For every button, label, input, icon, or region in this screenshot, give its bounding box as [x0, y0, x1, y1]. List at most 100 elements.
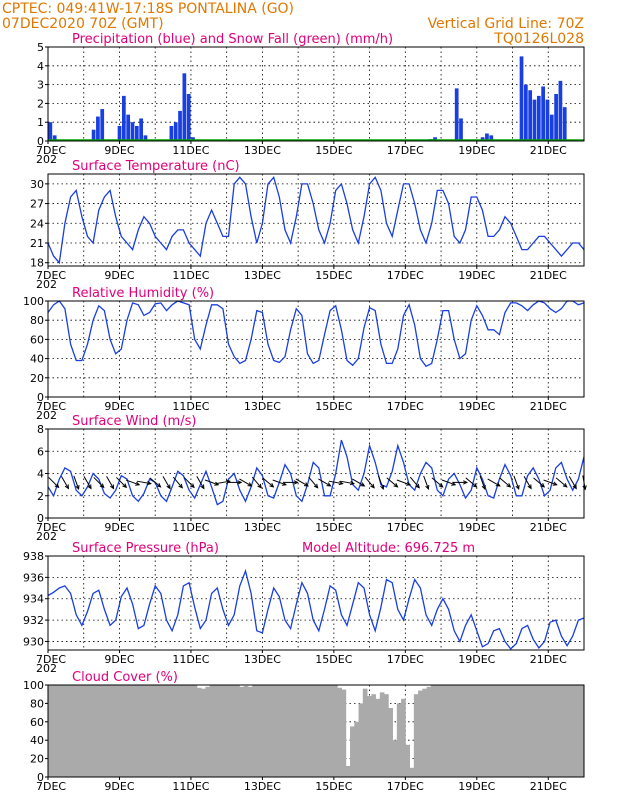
cloud-cover-bar — [426, 686, 432, 777]
wind-arrow — [318, 478, 332, 487]
cloud-cover-bar — [256, 685, 262, 777]
cloud-cover-bar — [447, 685, 453, 777]
temperature-series-line — [47, 175, 585, 265]
wind-arrow — [204, 479, 220, 486]
cloud-cover-bar — [52, 685, 57, 777]
header-station: CPTEC: 049:41W-17:18S PONTALINA (GO) — [2, 1, 294, 17]
cloud-cover-bar — [405, 744, 410, 777]
cloud-cover-bar — [375, 698, 381, 777]
cloud-cover-bar — [277, 685, 283, 777]
cloud-cover-bar — [201, 688, 206, 777]
y-tick-label: 4 — [37, 60, 44, 73]
cloud-cover-bar — [124, 685, 130, 777]
x-tick-year-clipped: 202 — [36, 662, 57, 675]
x-tick-label: 13DEC — [244, 780, 281, 793]
precipitation-bar — [554, 94, 558, 141]
cloud-cover-bar — [418, 690, 423, 777]
wind-arrow — [386, 477, 399, 488]
x-tick-label: 11DEC — [172, 144, 209, 157]
cloud-cover-bar — [226, 685, 232, 777]
cloud-cover-bar — [48, 685, 53, 777]
y-tick-label: 18 — [30, 257, 44, 270]
x-tick-label: 21DEC — [530, 780, 567, 793]
x-tick-label: 15DEC — [315, 269, 352, 282]
cloud-cover-bar — [507, 685, 513, 777]
cloud-cover-bar — [192, 685, 198, 777]
x-tick-label: 19DEC — [458, 653, 495, 666]
cloud-cover-bar — [107, 685, 113, 777]
cloud-cover-bar — [94, 685, 100, 777]
cloud-cover-bar — [337, 687, 342, 777]
cloud-cover-bar — [435, 685, 440, 777]
x-tick-year-clipped: 202 — [36, 153, 57, 166]
x-tick-label: 7DEC — [36, 780, 66, 793]
plot-frame — [47, 300, 585, 398]
precipitation-bar — [178, 110, 182, 141]
precipitation-panel: 0 1 2 3 4 5 7DEC 9DEC 11DEC 13DEC 15DEC 17DEC 19DEC 2… — [36, 32, 585, 166]
cloud-cover-bar — [464, 685, 470, 777]
wind-arrow — [172, 476, 184, 489]
wind-arrow — [283, 480, 299, 485]
cloud-cover-bar — [345, 765, 351, 777]
x-tick-label: 15DEC — [315, 521, 352, 534]
cloud-cover-bar — [269, 685, 274, 777]
cloud-cover-bar — [566, 685, 572, 777]
humidity-panel: 0 20 40 60 80 100 7DEC 9DEC 11DEC 13DEC 15DEC 17DEC… — [23, 286, 585, 422]
temperature-panel: 18 21 24 27 30 7DEC 9DEC 11DEC 13DEC 15DEC 17DEC 19… — [30, 159, 585, 291]
y-tick-label: 24 — [30, 217, 44, 230]
cloud-cover-bar — [439, 685, 445, 777]
x-tick-label: 13DEC — [244, 269, 281, 282]
cloud-cover-title: Cloud Cover (%) — [72, 670, 178, 685]
x-tick-label: 11DEC — [172, 521, 209, 534]
cloud-cover-panel: 0 20 40 60 80 100 7DEC 9DEC 11DEC 13DEC 15DEC 17DEC… — [23, 670, 585, 793]
cloud-cover-bar — [222, 685, 228, 777]
y-tick-label: 1 — [37, 116, 44, 129]
cloud-cover-bar — [358, 703, 364, 777]
cloud-cover-bar — [384, 694, 389, 777]
cloud-cover-bar — [230, 685, 236, 777]
wind-arrow — [295, 478, 309, 487]
precipitation-bar — [134, 125, 139, 141]
x-tick-label: 9DEC — [104, 780, 134, 793]
y-tick-label: 0 — [37, 135, 44, 148]
x-tick-label: 19DEC — [458, 400, 495, 413]
cloud-cover-bar — [252, 685, 257, 777]
wind-arrow — [60, 476, 70, 490]
cloud-cover-bar — [396, 703, 402, 777]
precipitation-bar — [528, 90, 533, 141]
x-tick-label: 9DEC — [104, 653, 134, 666]
precipitation-bar — [545, 99, 550, 141]
y-tick-label: 8 — [37, 423, 44, 436]
y-tick-label: 40 — [30, 353, 44, 366]
cloud-cover-bar — [82, 685, 87, 777]
y-tick-label: 2 — [37, 490, 44, 503]
wind-arrow — [48, 477, 60, 489]
cloud-cover-bar — [558, 685, 564, 777]
precipitation-bar — [130, 122, 135, 141]
cloud-cover-bar — [328, 685, 334, 777]
plot-frame — [47, 684, 585, 778]
cloud-cover-bar — [294, 685, 300, 777]
precipitation-bar — [485, 133, 489, 141]
x-tick-label: 21DEC — [530, 521, 567, 534]
cloud-cover-bar — [477, 685, 483, 777]
y-tick-label: 4 — [37, 468, 44, 481]
cloud-cover-bar — [303, 685, 308, 777]
x-tick-label: 17DEC — [387, 269, 424, 282]
cloud-cover-bar — [469, 685, 474, 777]
cloud-cover-bar — [120, 685, 125, 777]
precipitation-bar — [48, 122, 53, 141]
wind-arrow — [465, 477, 478, 488]
plot-frame — [47, 555, 585, 651]
x-tick-label: 11DEC — [172, 400, 209, 413]
wind-title: Surface Wind (m/s) — [72, 414, 196, 429]
cloud-cover-bar — [239, 686, 245, 777]
wind-series-line — [47, 439, 585, 506]
cloud-cover-bar — [320, 685, 325, 777]
cloud-cover-bar — [367, 696, 372, 777]
x-tick-label: 17DEC — [387, 144, 424, 157]
precipitation-bar — [117, 125, 122, 141]
precipitation-bar — [121, 95, 126, 141]
x-tick-label: 11DEC — [172, 269, 209, 282]
cloud-cover-bar — [571, 685, 576, 777]
